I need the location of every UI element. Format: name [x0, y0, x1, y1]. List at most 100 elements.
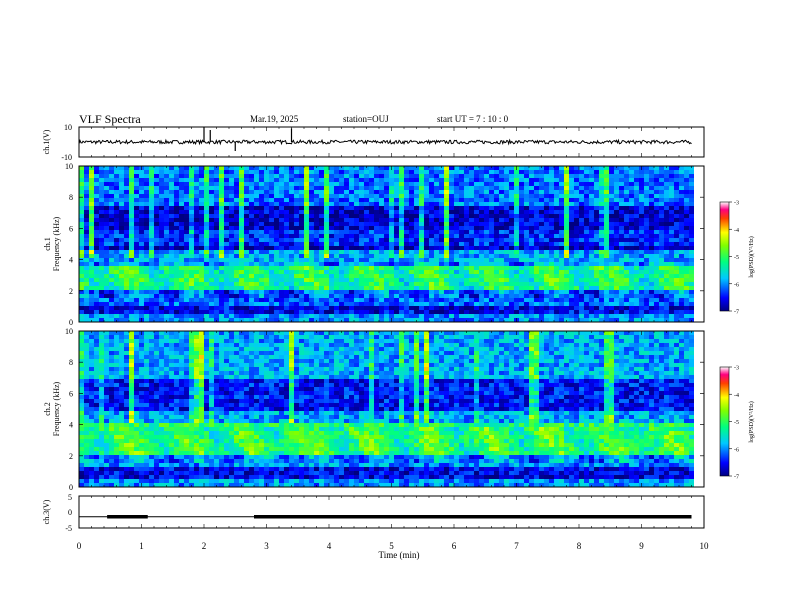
spectrogram-cell — [479, 190, 485, 195]
spectrogram-cell — [609, 202, 615, 207]
spectrogram-cell — [574, 166, 580, 171]
spectrogram-cell — [599, 266, 605, 271]
spectrogram-cell — [649, 214, 655, 219]
spectrogram-cell — [469, 310, 475, 315]
spectrogram-cell — [469, 186, 475, 191]
spectrogram-cell — [159, 274, 165, 279]
spectrogram-cell — [79, 266, 85, 271]
spectrogram-cell — [424, 262, 430, 267]
spectrogram-cell — [514, 178, 520, 183]
spectrogram-cell — [104, 238, 110, 243]
spectrogram-cell — [204, 234, 210, 239]
spectrogram-cell — [509, 254, 515, 259]
spectrogram-cell — [629, 242, 635, 247]
spectrogram-cell — [229, 226, 235, 231]
spectrogram-cell — [549, 314, 555, 319]
spectrogram-cell — [579, 230, 585, 235]
spectrogram-cell — [354, 178, 360, 183]
spectrogram-cell — [184, 262, 190, 267]
spectrogram-cell — [584, 254, 590, 259]
spectrogram-cell — [114, 310, 120, 315]
spectrogram-cell — [194, 234, 200, 239]
spectrogram-cell — [184, 298, 190, 303]
spectrogram-cell — [109, 226, 115, 231]
spectrogram-cell — [234, 282, 240, 287]
spectrogram-cell — [329, 206, 335, 211]
spectrogram-cell — [324, 238, 330, 243]
spectrogram-cell — [154, 262, 160, 267]
spectrogram-cell — [394, 166, 400, 171]
spectrogram-cell — [179, 242, 185, 247]
spectrogram-cell — [164, 258, 170, 263]
spectrogram-cell — [644, 214, 650, 219]
spectrogram-cell — [289, 286, 295, 291]
spectrogram-cell — [399, 178, 405, 183]
spectrogram-cell — [519, 246, 525, 251]
spectrogram-cell — [304, 258, 310, 263]
spectrogram-cell — [664, 294, 670, 299]
spectrogram-cell — [674, 314, 680, 319]
spectrogram-cell — [264, 238, 270, 243]
spectrogram-cell — [584, 242, 590, 247]
spectrogram-cell — [229, 294, 235, 299]
spectrogram-cell — [164, 278, 170, 283]
spectrogram-cell — [539, 298, 545, 303]
spectrogram-cell — [184, 314, 190, 319]
spectrogram-cell — [609, 174, 615, 179]
spectrogram-cell — [654, 226, 660, 231]
spectrogram-cell — [484, 302, 490, 307]
spectrogram-cell — [584, 238, 590, 243]
spectrogram-cell — [314, 198, 320, 203]
spectrogram-cell — [109, 174, 115, 179]
spectrogram-cell — [519, 270, 525, 275]
spectrogram-cell — [194, 198, 200, 203]
spectrogram-cell — [664, 234, 670, 239]
spectrogram-cell — [539, 186, 545, 191]
spectrogram-cell — [464, 182, 470, 187]
spectrogram-cell — [399, 250, 405, 255]
spectrogram-cell — [424, 282, 430, 287]
spectrogram-cell — [639, 238, 645, 243]
spectrogram-cell — [319, 250, 325, 255]
spectrogram-cell — [489, 210, 495, 215]
spectrogram-cell — [559, 270, 565, 275]
spectrogram-cell — [549, 174, 555, 179]
spectrogram-cell — [204, 218, 210, 223]
spectrogram-cell — [334, 202, 340, 207]
spectrogram-cell — [334, 174, 340, 179]
spectrogram-cell — [289, 290, 295, 295]
spectrogram-cell — [334, 230, 340, 235]
spectrogram-cell — [209, 290, 215, 295]
spectrogram-cell — [299, 294, 305, 299]
spectrogram-cell — [324, 242, 330, 247]
spectrogram-cell — [539, 174, 545, 179]
spectrogram-cell — [694, 218, 700, 223]
spectrogram-cell — [314, 270, 320, 275]
spectrogram-cell — [119, 202, 125, 207]
spectrogram-cell — [619, 286, 625, 291]
spectrogram-cell — [514, 218, 520, 223]
spectrogram-cell — [119, 266, 125, 271]
spectrogram-cell — [389, 262, 395, 267]
spectrogram-cell — [664, 194, 670, 199]
spectrogram-cell — [454, 202, 460, 207]
spectrogram-cell — [454, 286, 460, 291]
spectrogram-cell — [374, 194, 380, 199]
spectrogram-cell — [199, 166, 205, 171]
spectrogram-cell — [84, 318, 90, 323]
spectrogram-cell — [614, 238, 620, 243]
spectrogram-cell — [299, 278, 305, 283]
spectrogram-cell — [89, 218, 95, 223]
spectrogram-cell — [529, 302, 535, 307]
spectrogram-cell — [264, 214, 270, 219]
spectrogram-cell — [369, 234, 375, 239]
spectrogram-cell — [619, 254, 625, 259]
spectrogram-cell — [449, 254, 455, 259]
spectrogram-cell — [504, 298, 510, 303]
spectrogram-cell — [464, 234, 470, 239]
spectrogram-cell — [694, 214, 700, 219]
spectrogram-cell — [394, 306, 400, 311]
spectrogram-cell — [354, 250, 360, 255]
spectrogram-cell — [229, 166, 235, 171]
spectrogram-cell — [494, 250, 500, 255]
